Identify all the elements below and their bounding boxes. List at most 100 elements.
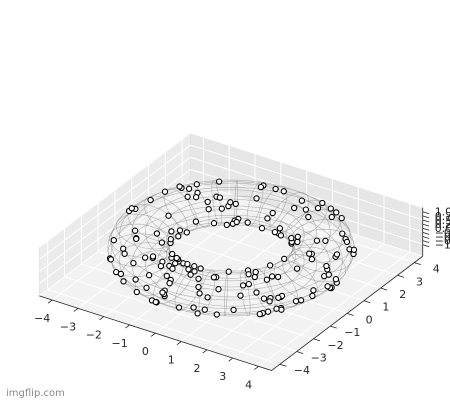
data-point — [149, 253, 157, 260]
data-point — [173, 254, 180, 262]
data-point — [120, 245, 127, 252]
data-point — [133, 288, 140, 296]
data-point — [280, 188, 287, 195]
data-point — [166, 280, 173, 287]
data-point — [327, 205, 334, 212]
data-point — [343, 238, 351, 246]
data-point — [190, 304, 197, 311]
data-point — [161, 188, 169, 195]
data-point — [185, 266, 192, 273]
data-point — [269, 209, 276, 217]
y-tick-label: 4 — [433, 263, 440, 276]
data-point — [310, 287, 317, 294]
z-tick-label: 0.00 — [435, 222, 450, 235]
data-point — [121, 250, 128, 257]
data-point — [272, 185, 279, 193]
data-point — [131, 227, 139, 234]
data-point — [276, 225, 284, 232]
x-tick-label: −3 — [60, 320, 76, 333]
data-point — [107, 256, 115, 263]
data-point — [309, 292, 316, 300]
z-tick-label: 0.50 — [435, 214, 450, 227]
x-tick-label: 4 — [245, 378, 252, 391]
data-point — [157, 262, 165, 270]
data-point — [215, 286, 222, 293]
data-point — [216, 194, 224, 201]
data-point — [264, 308, 272, 315]
data-point — [253, 195, 260, 202]
data-point — [192, 218, 200, 225]
data-point — [232, 200, 239, 208]
y-tick-label: −4 — [294, 364, 310, 377]
data-point — [293, 265, 301, 272]
data-point — [197, 265, 204, 272]
data-point — [273, 305, 280, 312]
z-tick-label: 1.00 — [435, 206, 450, 219]
data-point — [339, 230, 346, 237]
data-point — [205, 206, 212, 213]
data-point — [332, 276, 340, 283]
data-point — [294, 233, 301, 240]
data-point — [264, 215, 271, 222]
data-point — [191, 268, 198, 275]
data-point — [230, 306, 237, 314]
data-point — [281, 255, 288, 263]
data-point — [266, 262, 274, 269]
data-point — [192, 194, 200, 201]
z-tick-label: −0.75 — [435, 235, 450, 248]
z-tick — [422, 244, 430, 248]
x-tick — [254, 366, 259, 370]
data-point — [145, 272, 153, 279]
y-tick — [397, 274, 405, 278]
data-point — [302, 206, 310, 213]
data-point — [305, 213, 312, 221]
x-tick — [99, 316, 105, 321]
data-point — [176, 227, 184, 234]
z-tick — [422, 236, 430, 239]
wire-parallel — [110, 195, 352, 315]
x-tick — [47, 299, 53, 304]
grid-line — [190, 144, 423, 221]
data-point — [225, 268, 232, 275]
z-tick — [422, 211, 430, 215]
data-point — [256, 310, 263, 318]
data-point — [275, 294, 282, 301]
data-point — [143, 284, 150, 291]
data-point — [218, 205, 225, 212]
data-point — [153, 230, 161, 237]
data-point — [292, 298, 300, 305]
z-tick — [422, 227, 430, 231]
y-tick — [279, 363, 287, 367]
data-point — [110, 237, 117, 244]
y-tick-label: 0 — [366, 313, 373, 326]
y-tick-label: −3 — [311, 352, 327, 365]
data-point — [223, 221, 230, 229]
z-tick-label: 0.75 — [435, 210, 450, 223]
y-tick-label: 2 — [399, 288, 406, 301]
x-tick-label: −4 — [34, 312, 50, 325]
y-tick — [346, 313, 354, 316]
x-tick — [125, 324, 130, 329]
data-point — [132, 276, 139, 283]
data-point — [253, 289, 260, 296]
data-point — [130, 259, 137, 267]
data-point — [193, 181, 200, 188]
data-point — [191, 263, 198, 270]
x-tick — [73, 307, 79, 312]
x-tick-label: 1 — [168, 354, 175, 367]
z-tick-labels: −1.00−0.75−0.50−0.250.000.250.500.751.00 — [435, 206, 450, 252]
data-point — [120, 278, 127, 285]
data-point — [350, 246, 358, 253]
y-tick — [414, 262, 421, 266]
data-point — [298, 197, 306, 204]
y-tick — [363, 300, 371, 304]
z-tick-label: −1.00 — [435, 239, 450, 252]
data-point — [184, 193, 191, 200]
data-point — [266, 298, 273, 305]
x-tick — [176, 341, 182, 345]
data-point — [324, 283, 331, 290]
data-point — [147, 196, 154, 204]
data-point — [263, 276, 271, 283]
z-tick-label: −0.25 — [435, 226, 450, 239]
